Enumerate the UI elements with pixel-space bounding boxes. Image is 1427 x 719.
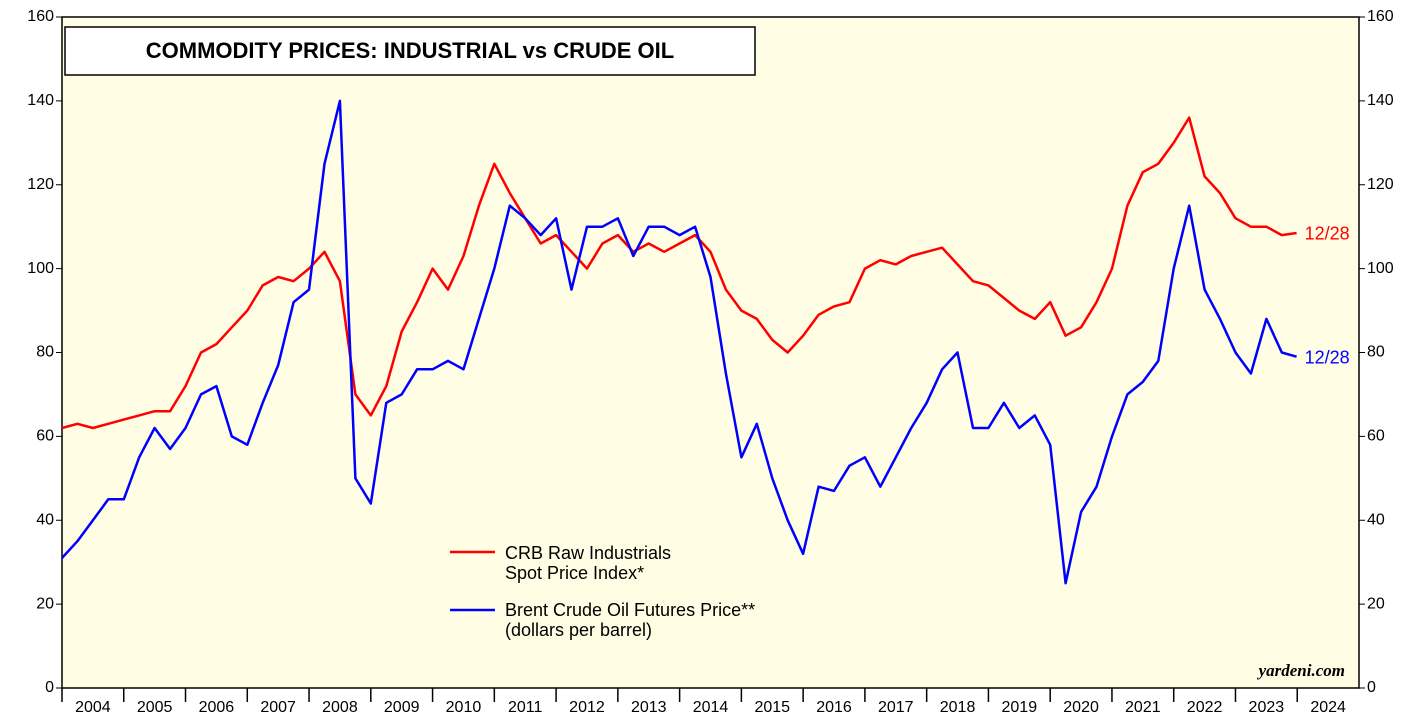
x-tick-label: 2015: [754, 699, 790, 716]
series-line: [61, 116, 1297, 430]
legend-label: CRB Raw Industrials Spot Price Index*: [505, 543, 672, 583]
x-tick-label: 2024: [1310, 699, 1346, 716]
end-label: 12/28: [1305, 347, 1350, 367]
x-tick-label: 2004: [75, 699, 111, 716]
title-box: [64, 26, 756, 76]
x-tick-label: 2009: [384, 699, 420, 716]
end-label: 12/28: [1305, 224, 1350, 244]
x-tick-label: 2008: [322, 699, 358, 716]
x-tick-label: 2012: [569, 699, 605, 716]
y-tick-label: 80: [36, 344, 54, 361]
y-tick-label: 40: [36, 511, 54, 528]
y2-tick-label: 80: [1367, 344, 1385, 361]
x-tick-label: 2014: [693, 699, 729, 716]
x-tick-label: 2021: [1125, 699, 1161, 716]
x-tick-label: 2016: [816, 699, 852, 716]
x-tick-label: 2017: [878, 699, 914, 716]
legend-label: Brent Crude Oil Futures Price** (dollars…: [505, 600, 756, 640]
x-tick-label: 2023: [1249, 699, 1285, 716]
y-tick-label: 0: [45, 679, 54, 696]
y2-tick-label: 100: [1367, 260, 1394, 277]
chart-title: COMMODITY PRICES: INDUSTRIAL vs CRUDE OI…: [146, 38, 674, 63]
y2-tick-label: 40: [1367, 511, 1385, 528]
x-tick-label: 2019: [1002, 699, 1038, 716]
y-tick-label: 120: [27, 176, 54, 193]
y-tick-label: 100: [27, 260, 54, 277]
y-tick-label: 20: [36, 595, 54, 612]
y2-tick-label: 60: [1367, 428, 1385, 445]
y2-tick-label: 160: [1367, 8, 1394, 25]
source: yardeni.com: [1257, 661, 1345, 680]
x-tick-label: 2005: [137, 699, 173, 716]
x-tick-label: 2013: [631, 699, 667, 716]
x-tick-label: 2018: [940, 699, 976, 716]
x-tick-label: 2010: [446, 699, 482, 716]
y-tick-label: 160: [27, 8, 54, 25]
x-tick-label: 2011: [508, 699, 543, 716]
y2-tick-label: 140: [1367, 92, 1394, 109]
series-line: [61, 99, 1297, 585]
y2-tick-label: 120: [1367, 176, 1394, 193]
x-tick-label: 2007: [260, 699, 296, 716]
y-tick-label: 140: [27, 92, 54, 109]
y2-tick-label: 0: [1367, 679, 1376, 696]
x-tick-label: 2006: [199, 699, 235, 716]
plot-area: [61, 16, 1360, 689]
x-tick-label: 2022: [1187, 699, 1223, 716]
x-tick-label: 2020: [1063, 699, 1099, 716]
y-tick-label: 60: [36, 428, 54, 445]
y2-tick-label: 20: [1367, 595, 1385, 612]
